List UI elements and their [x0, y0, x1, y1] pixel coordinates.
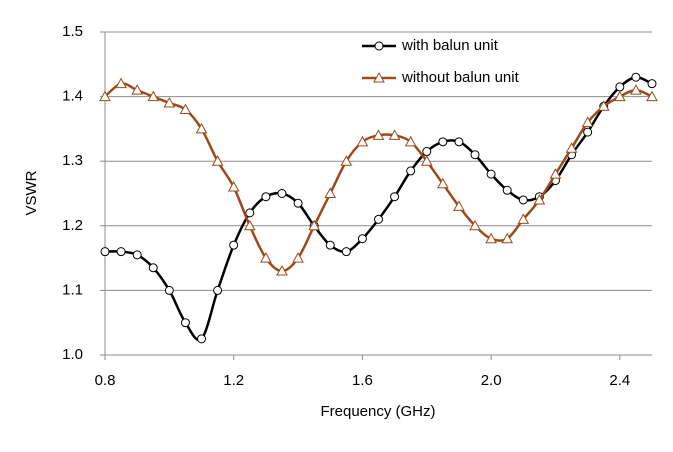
marker [646, 90, 658, 102]
x-tick-label: 1.6 [352, 372, 373, 389]
marker [502, 185, 512, 195]
series-line [104, 75, 653, 342]
x-tick-label: 1.2 [223, 372, 244, 389]
y-tick-label: 1.0 [62, 346, 83, 363]
marker [308, 219, 320, 231]
y-tick-label: 1.2 [62, 217, 83, 234]
marker [245, 208, 255, 218]
marker [406, 166, 416, 176]
marker [131, 84, 144, 95]
y-axis-title: VSWR [23, 170, 40, 215]
marker [469, 219, 481, 231]
marker [517, 213, 530, 224]
marker [454, 137, 464, 147]
marker [100, 247, 110, 257]
marker [243, 219, 256, 231]
marker [227, 181, 240, 192]
marker [581, 116, 594, 127]
x-tick-label: 0.8 [95, 372, 116, 389]
marker [179, 103, 192, 115]
marker [341, 247, 351, 257]
marker [485, 232, 497, 244]
marker [486, 169, 496, 179]
marker [470, 150, 480, 160]
marker [292, 252, 304, 263]
marker [549, 168, 562, 179]
marker [325, 240, 335, 250]
marker [613, 90, 626, 102]
legend-label: without balun unit [401, 69, 520, 86]
marker [388, 129, 401, 140]
y-tick-label: 1.1 [62, 281, 83, 298]
marker [197, 334, 207, 344]
marker [501, 232, 514, 244]
legend-marker [373, 71, 385, 83]
marker [518, 195, 528, 205]
marker [260, 252, 272, 263]
marker [404, 135, 417, 147]
x-axis-title: Frequency (GHz) [320, 403, 435, 420]
legend-marker [374, 41, 384, 51]
marker [163, 97, 176, 108]
marker [229, 240, 239, 250]
marker [195, 122, 208, 134]
marker [630, 84, 642, 95]
marker [180, 318, 190, 328]
marker [116, 247, 126, 257]
marker [438, 137, 448, 147]
marker [422, 147, 432, 157]
y-tick-label: 1.3 [62, 152, 83, 169]
marker [324, 187, 337, 198]
marker [293, 198, 303, 208]
y-tick-label: 1.4 [62, 88, 83, 105]
marker [437, 177, 449, 189]
marker [261, 192, 271, 202]
marker [372, 129, 385, 140]
marker [356, 135, 369, 147]
marker [390, 192, 400, 202]
marker [647, 79, 657, 89]
marker [453, 200, 465, 211]
marker [597, 100, 610, 111]
x-tick-label: 2.0 [481, 372, 502, 389]
marker [276, 264, 288, 276]
marker [420, 155, 433, 166]
marker [533, 193, 546, 205]
marker [565, 142, 578, 153]
marker [213, 285, 223, 295]
x-tick-label: 2.4 [609, 372, 630, 389]
marker [211, 155, 224, 166]
marker [374, 214, 383, 224]
marker [115, 77, 127, 89]
marker [99, 90, 111, 102]
legend-label: with balun unit [401, 37, 499, 54]
marker [631, 72, 641, 82]
marker [357, 234, 367, 244]
marker [583, 127, 593, 137]
marker [615, 82, 625, 92]
marker [147, 90, 160, 102]
marker [132, 250, 142, 260]
marker [277, 189, 287, 198]
marker [164, 285, 174, 295]
marker [340, 155, 353, 166]
marker [148, 263, 158, 273]
y-tick-label: 1.5 [62, 23, 83, 40]
